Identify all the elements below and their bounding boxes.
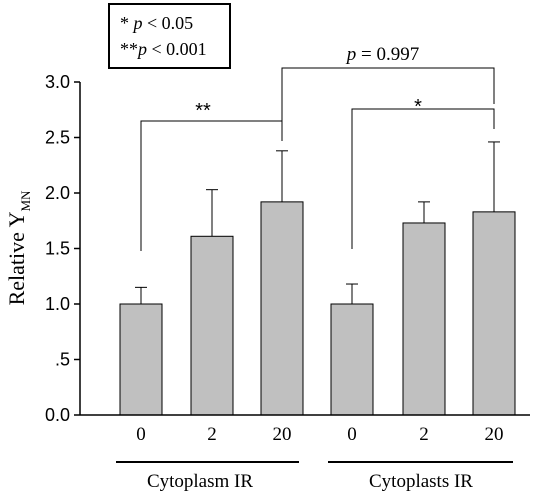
y-tick-label: 2.5 <box>45 128 70 148</box>
significance-bracket-right <box>351 108 495 249</box>
group-label-2: Cytoplasts IR <box>369 471 473 492</box>
y-tick-label: 2.0 <box>45 183 70 203</box>
group-label-1: Cytoplasm IR <box>147 471 253 492</box>
x-tick-label: 0 <box>347 424 357 445</box>
x-tick-label: 2 <box>419 424 429 445</box>
bar <box>402 222 446 416</box>
significance-bracket-cross <box>281 67 495 138</box>
bar <box>260 201 304 416</box>
y-tick-label: 1.5 <box>45 239 70 259</box>
legend: * p < 0.05 **p < 0.001 <box>108 3 231 69</box>
bar <box>190 235 234 416</box>
bar <box>119 303 163 416</box>
x-tick-label: 2 <box>207 424 217 445</box>
x-tick-label: 20 <box>485 424 504 445</box>
x-tick-label: 20 <box>273 424 292 445</box>
y-tick-label: 1.0 <box>45 294 70 314</box>
y-tick-label: .5 <box>55 350 70 370</box>
y-tick-label: 0.0 <box>45 405 70 425</box>
bar <box>330 303 374 416</box>
x-tick-label: 0 <box>136 424 146 445</box>
legend-line-1: * p < 0.05 <box>120 13 194 33</box>
y-tick-label: 3.0 <box>45 72 70 92</box>
significance-label-right: * <box>414 96 422 118</box>
significance-label-left: ** <box>195 100 211 122</box>
legend-line-2: **p < 0.001 <box>120 39 207 59</box>
y-axis-label: Relative YMN <box>4 190 33 305</box>
bar <box>472 211 516 416</box>
significance-label-cross: p = 0.997 <box>345 44 419 65</box>
